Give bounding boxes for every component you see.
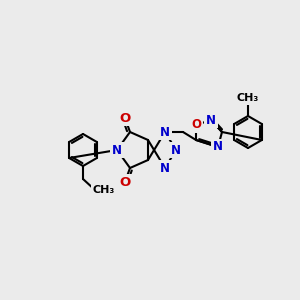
Text: O: O bbox=[191, 118, 201, 131]
Text: N: N bbox=[112, 143, 122, 157]
Text: O: O bbox=[119, 176, 130, 188]
Text: CH₃: CH₃ bbox=[93, 185, 115, 195]
Text: N: N bbox=[206, 113, 216, 127]
Text: N: N bbox=[213, 140, 223, 154]
Text: N: N bbox=[160, 161, 170, 175]
Text: N: N bbox=[171, 143, 181, 157]
Text: O: O bbox=[119, 112, 130, 124]
Text: CH₃: CH₃ bbox=[237, 93, 259, 103]
Text: N: N bbox=[160, 125, 170, 139]
